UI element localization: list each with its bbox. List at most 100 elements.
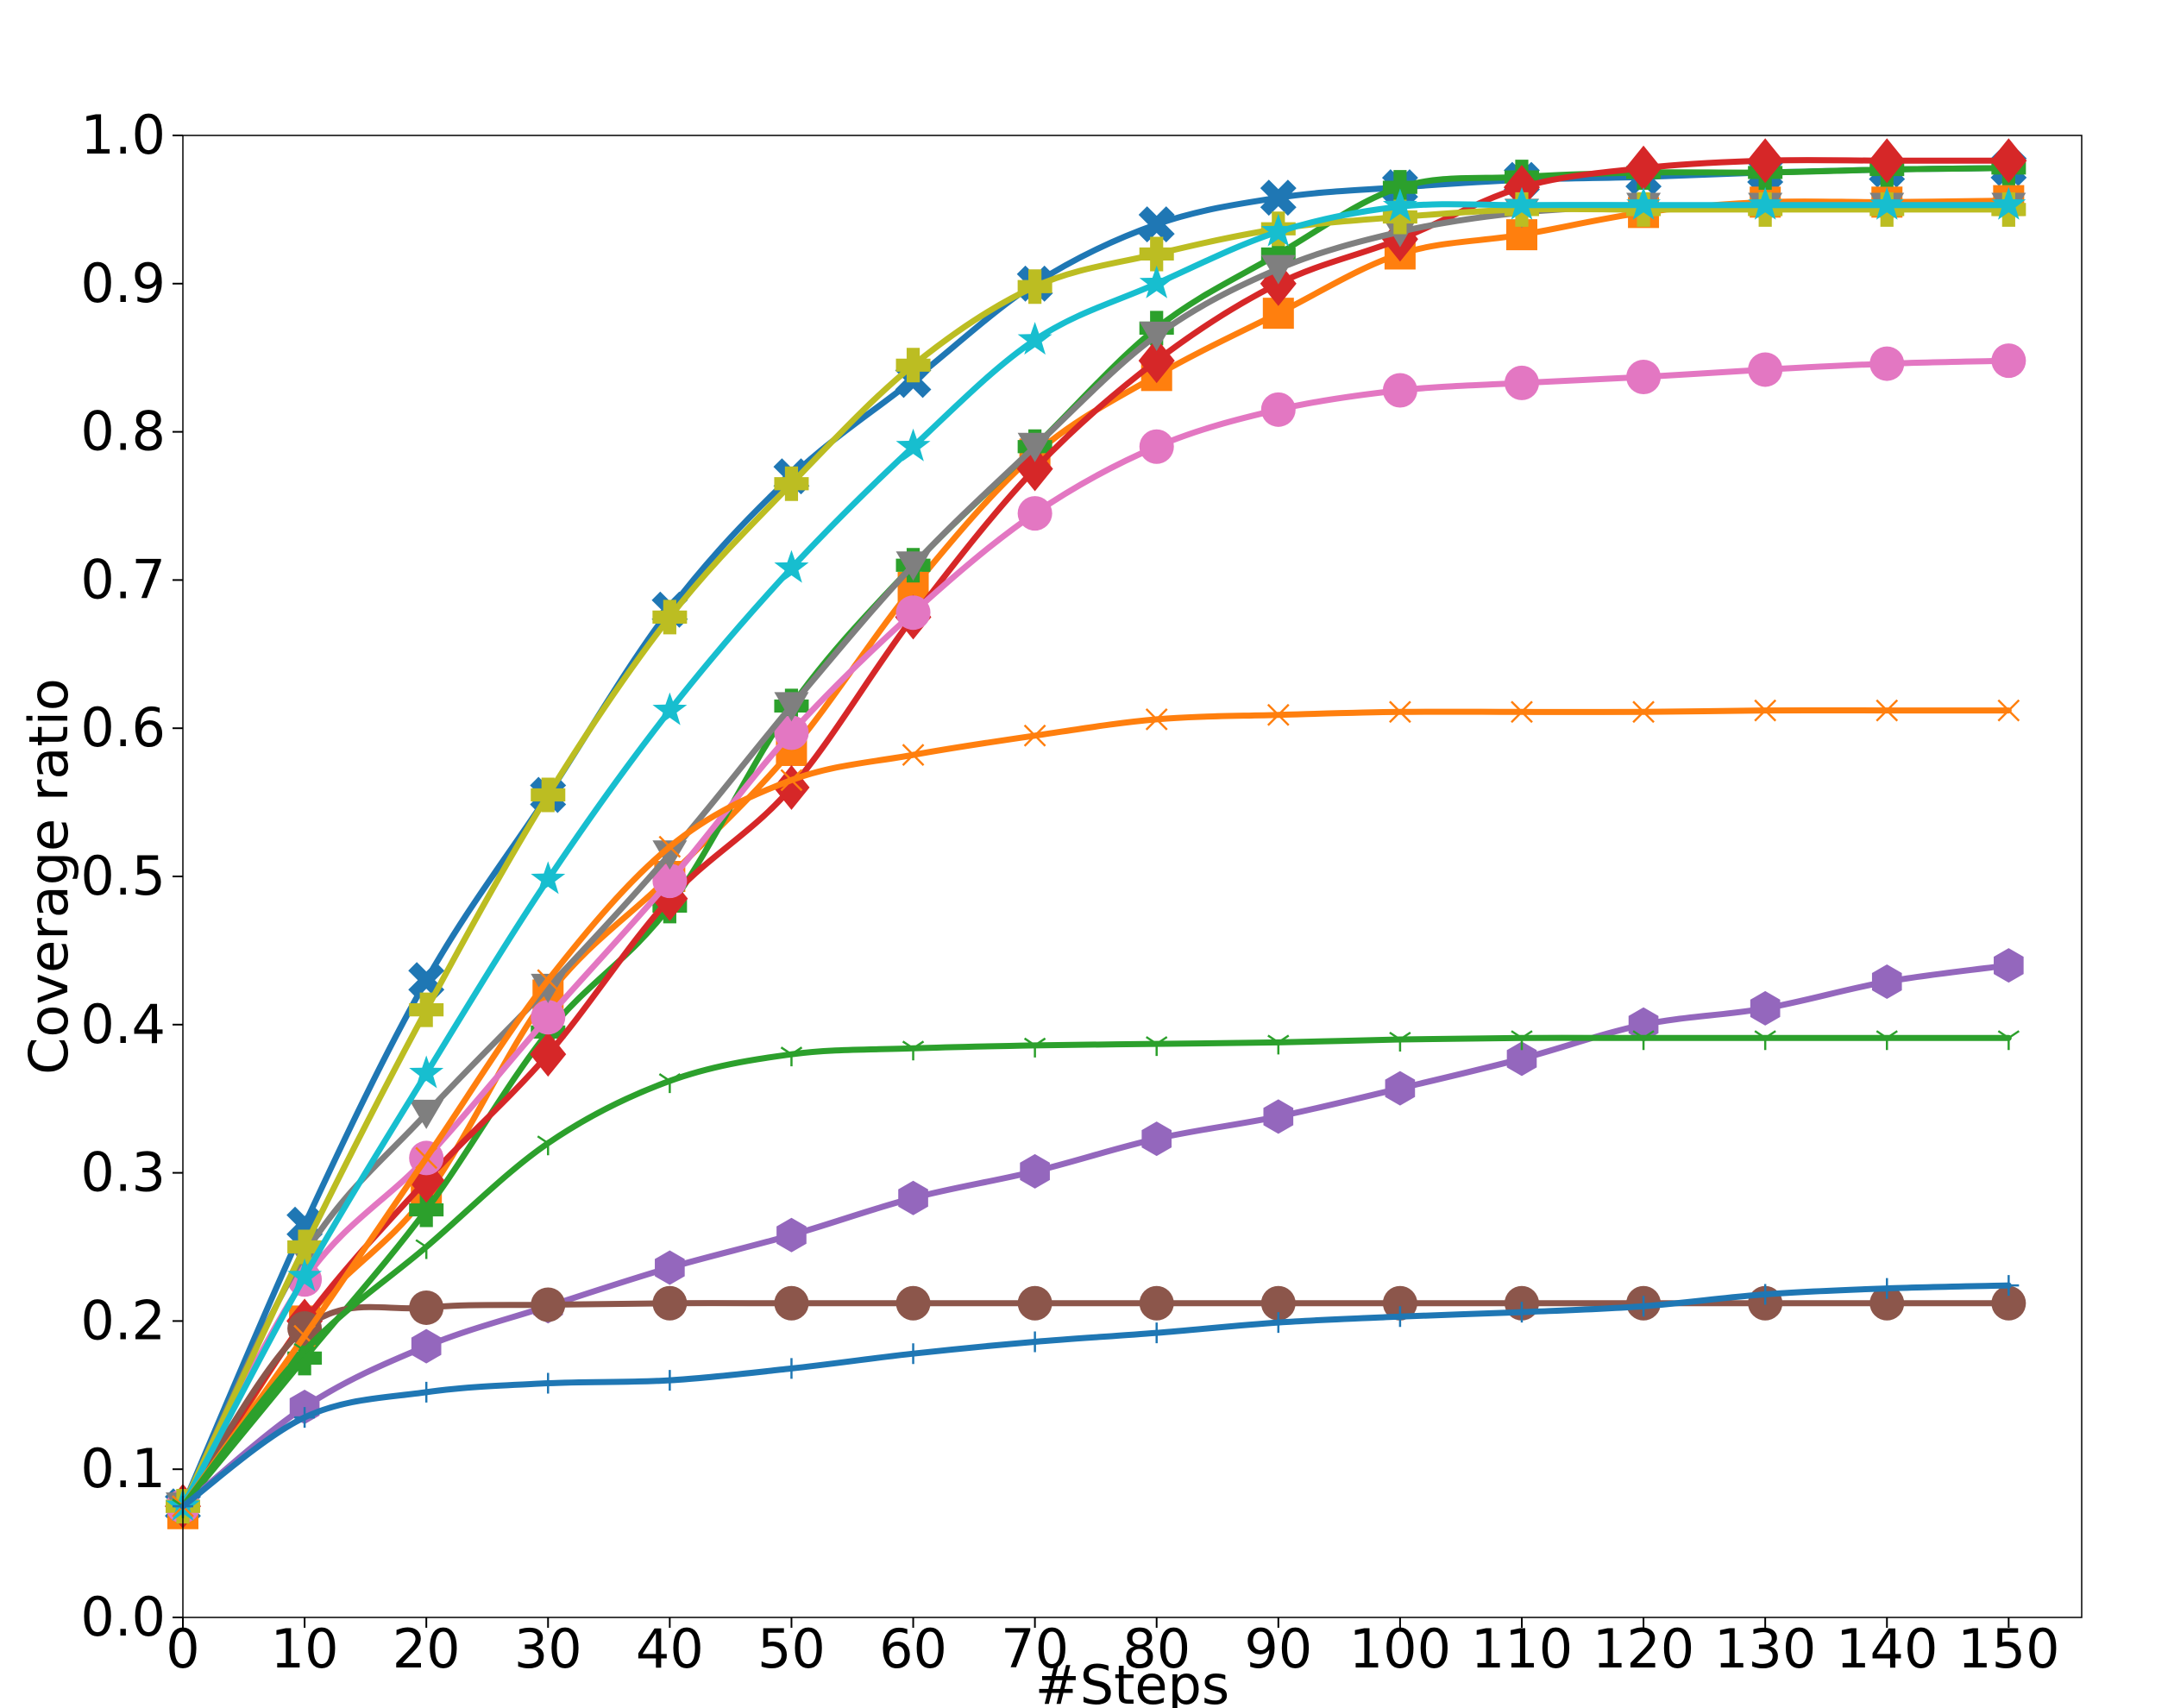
data-point-marker bbox=[652, 1285, 688, 1321]
data-point-marker bbox=[531, 1287, 566, 1322]
data-point-marker bbox=[652, 863, 688, 899]
data-point-marker bbox=[409, 1099, 444, 1129]
data-point-marker bbox=[1023, 724, 1046, 747]
data-point-marker bbox=[1997, 1030, 2020, 1051]
data-point-marker bbox=[416, 1381, 437, 1403]
data-point-marker bbox=[1990, 138, 2027, 184]
data-point-marker bbox=[531, 861, 566, 895]
data-point-marker bbox=[1260, 213, 1296, 247]
data-point-marker bbox=[531, 777, 566, 813]
data-point-marker bbox=[1266, 703, 1290, 726]
data-point-marker bbox=[1876, 1030, 1898, 1051]
data-point-marker bbox=[1017, 322, 1052, 355]
series-4 bbox=[165, 138, 2027, 1529]
data-point-marker bbox=[1017, 496, 1052, 531]
data-point-marker bbox=[1382, 170, 1417, 205]
data-point-marker bbox=[902, 744, 925, 767]
data-point-marker bbox=[774, 1285, 809, 1321]
y-tick-label: 0.4 bbox=[80, 993, 166, 1056]
y-tick-label: 0.2 bbox=[80, 1289, 166, 1352]
data-point-marker bbox=[1869, 138, 1906, 184]
series-3 bbox=[166, 150, 2026, 1524]
data-point-marker bbox=[1260, 236, 1296, 272]
data-point-marker bbox=[1626, 360, 1662, 395]
x-tick-label: 110 bbox=[1471, 1617, 1573, 1680]
data-point-marker bbox=[895, 348, 931, 383]
data-point-marker bbox=[1511, 1302, 1532, 1323]
data-point-marker bbox=[1389, 1306, 1411, 1328]
y-tick-label: 0.7 bbox=[80, 548, 166, 611]
y-tick-label: 0.3 bbox=[80, 1141, 166, 1204]
data-point-marker bbox=[1017, 432, 1052, 462]
y-tick-label: 0.8 bbox=[80, 400, 166, 463]
data-point-marker bbox=[1626, 186, 1662, 220]
data-point-marker bbox=[1997, 699, 2020, 722]
data-point-marker bbox=[1755, 1284, 1776, 1305]
data-point-marker bbox=[1139, 321, 1174, 351]
data-point-marker bbox=[1020, 1153, 1050, 1189]
data-point-marker bbox=[1869, 1285, 1905, 1321]
series-12 bbox=[172, 1030, 2020, 1519]
data-point-marker bbox=[411, 1328, 442, 1364]
data-point-marker bbox=[652, 600, 688, 635]
data-point-marker bbox=[409, 1055, 444, 1089]
y-axis: 0.0 0.1 0.2 0.3 0.4 0.5 0.6 0.7 0.8 0.9 1.0 bbox=[80, 104, 183, 1648]
data-point-marker bbox=[1991, 186, 2026, 220]
data-point-marker bbox=[776, 1217, 807, 1253]
data-point-marker bbox=[1382, 199, 1417, 235]
y-axis-title: Coverage ratio bbox=[17, 678, 80, 1075]
data-point-marker bbox=[1267, 1034, 1290, 1055]
data-point-marker bbox=[781, 1358, 802, 1379]
series-13 bbox=[173, 1275, 2020, 1517]
data-point-marker bbox=[530, 1032, 567, 1077]
series-1 bbox=[165, 149, 2027, 1525]
x-tick-label: 140 bbox=[1836, 1617, 1938, 1680]
data-point-marker bbox=[1382, 1285, 1417, 1321]
x-tick-label: 50 bbox=[757, 1617, 826, 1680]
y-tick-label: 0.0 bbox=[80, 1586, 166, 1648]
data-point-marker bbox=[895, 551, 931, 581]
y-tick-label: 1.0 bbox=[80, 104, 166, 166]
data-point-marker bbox=[1260, 392, 1296, 427]
data-point-marker bbox=[531, 1000, 566, 1035]
data-point-marker bbox=[1141, 1121, 1172, 1157]
data-point-marker bbox=[780, 769, 803, 792]
data-point-marker bbox=[659, 1370, 681, 1391]
data-point-marker bbox=[898, 1180, 928, 1215]
data-point-marker bbox=[658, 1073, 682, 1094]
data-point-marker bbox=[415, 1239, 437, 1259]
series-6 bbox=[166, 1285, 2026, 1524]
data-point-marker bbox=[1260, 1285, 1296, 1321]
data-point-marker bbox=[780, 1046, 803, 1067]
x-tick-label: 80 bbox=[1122, 1617, 1191, 1680]
x-tick-label: 70 bbox=[1001, 1617, 1069, 1680]
data-point-marker bbox=[1389, 1031, 1411, 1052]
data-point-marker bbox=[895, 595, 931, 631]
data-point-marker bbox=[1139, 1285, 1174, 1321]
data-point-marker bbox=[293, 1342, 316, 1363]
data-point-marker bbox=[1024, 1331, 1046, 1353]
data-point-marker bbox=[1260, 179, 1297, 217]
series-7 bbox=[166, 343, 2026, 1524]
data-point-marker bbox=[1747, 138, 1784, 184]
data-point-marker bbox=[537, 969, 560, 992]
data-point-marker bbox=[531, 973, 566, 1003]
series-line bbox=[179, 198, 2012, 1517]
data-point-marker bbox=[1876, 699, 1899, 722]
data-point-marker bbox=[1632, 1030, 1655, 1051]
x-tick-label: 20 bbox=[393, 1617, 461, 1680]
data-point-marker bbox=[1138, 338, 1175, 384]
data-point-marker bbox=[1139, 265, 1174, 298]
series-11 bbox=[172, 699, 2020, 1518]
data-point-marker bbox=[1139, 236, 1174, 272]
data-point-marker bbox=[1146, 1036, 1168, 1057]
data-point-marker bbox=[658, 835, 682, 858]
x-tick-label: 30 bbox=[514, 1617, 582, 1680]
data-point-marker bbox=[1505, 186, 1539, 220]
data-point-marker bbox=[1754, 699, 1777, 722]
data-point-marker bbox=[1869, 186, 1905, 220]
x-tick-label: 60 bbox=[879, 1617, 947, 1680]
series-line bbox=[179, 1034, 2012, 1510]
series-5 bbox=[167, 948, 2024, 1524]
